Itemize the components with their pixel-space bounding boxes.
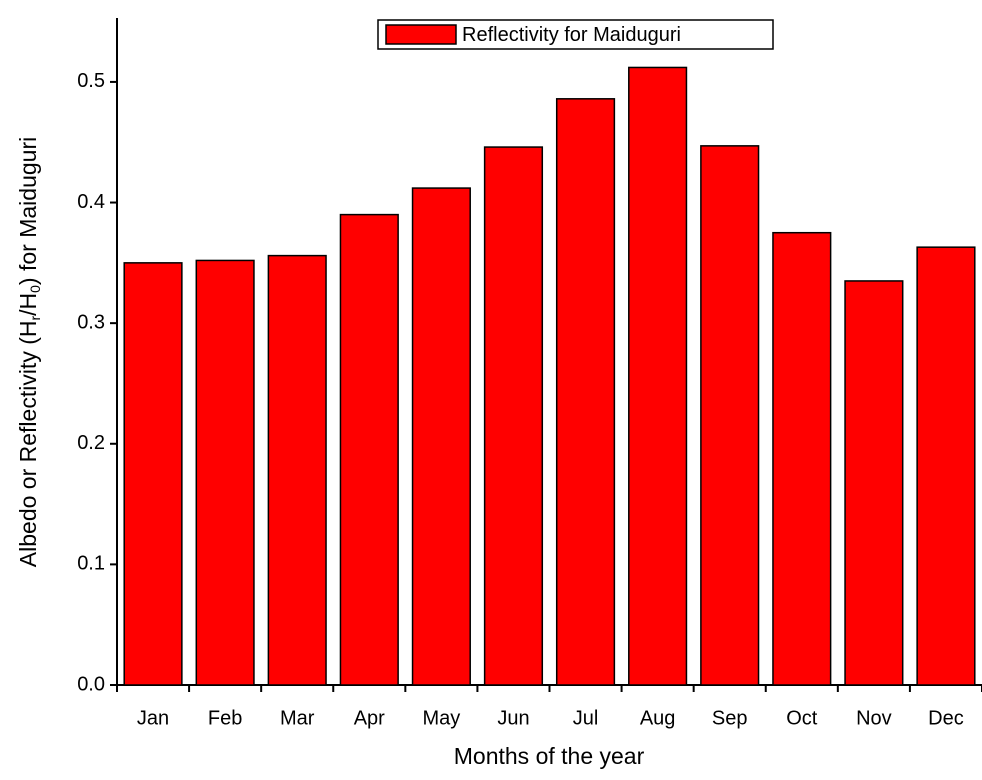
y-axis-title-part: /H [15,293,41,316]
x-tick-label: Aug [640,707,676,729]
x-tick-label: Oct [786,707,818,729]
x-tick-label: Dec [928,707,964,729]
y-tick-label: 0.1 [77,553,105,575]
y-axis-title-part: ) for Maiduguri [15,137,41,285]
bar [700,145,760,686]
legend-label: Reflectivity for Maiduguri [462,24,681,46]
bar [339,213,399,686]
x-tick-label: Jun [497,707,529,729]
y-axis-title: Albedo or Reflectivity (Hr/H0) for Maidu… [15,137,43,567]
bar [916,246,976,686]
y-axis-title-sub: 0 [27,285,43,293]
bar [123,262,183,686]
x-tick-label: Jul [573,707,599,729]
x-axis-title: Months of the year [454,743,645,769]
y-tick-label: 0.4 [77,191,105,213]
bar [772,231,832,686]
y-tick-label: 0.0 [77,673,105,695]
x-tick-label: Feb [208,707,242,729]
x-tick-label: Jan [137,707,169,729]
x-tick-label: Apr [354,707,385,729]
y-tick-label: 0.5 [77,70,105,92]
bar [195,259,255,686]
y-tick-label: 0.2 [77,432,105,454]
x-tick-label: Mar [280,707,315,729]
y-axis-title-sub: r [27,316,43,321]
legend-swatch [385,24,457,45]
bar [628,66,688,686]
x-tick-label: May [422,707,460,729]
y-axis-title-part: Albedo or Reflectivity (H [15,321,41,568]
y-tick-label: 0.3 [77,311,105,333]
bar [844,280,904,686]
bar [555,98,616,686]
x-tick-label: Nov [856,707,892,729]
bar [267,254,327,686]
bar [411,187,471,686]
x-tick-label: Sep [712,707,748,729]
bar [483,146,544,686]
